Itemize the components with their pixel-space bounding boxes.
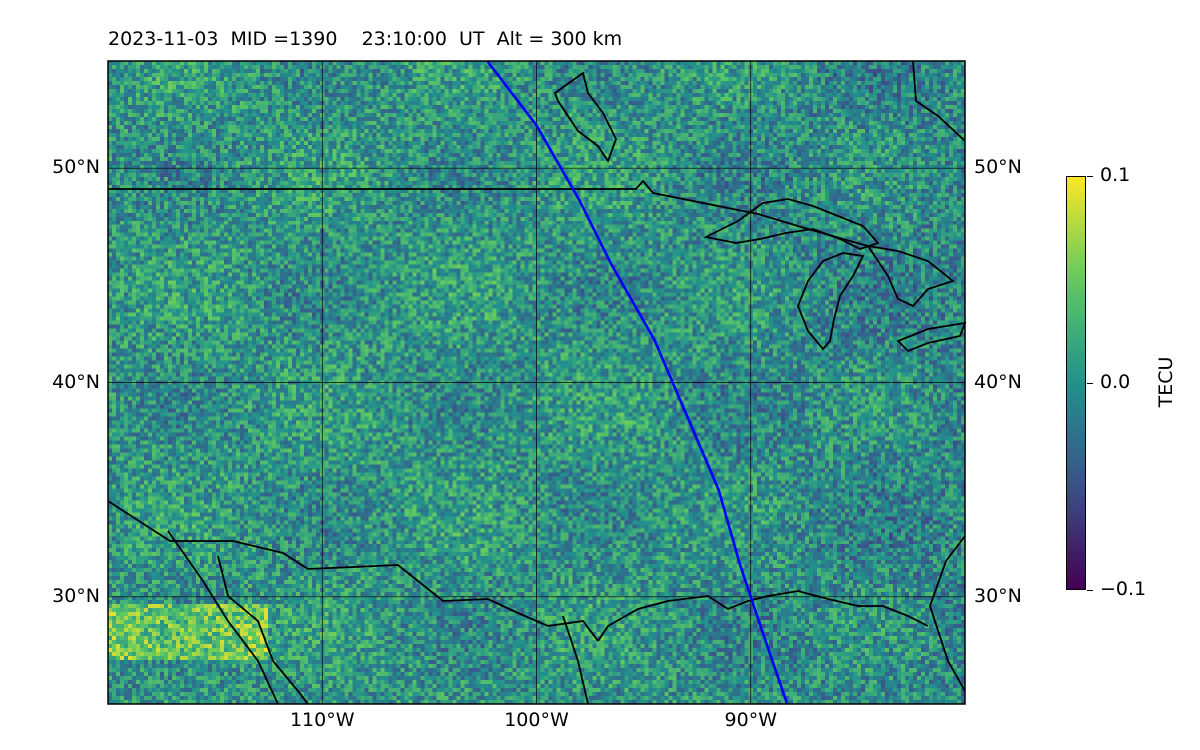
lat-label-left: 30°N	[52, 584, 100, 607]
lon-label: 90°W	[724, 709, 777, 731]
lat-label-left: 50°N	[52, 156, 100, 179]
lake-winnipeg-outline	[553, 71, 617, 163]
map-title: 2023-11-03 MID =1390 23:10:00 UT Alt = 3…	[108, 28, 623, 50]
lake-erie-outline	[896, 321, 967, 353]
colorbar-tick-label: 0.1	[1100, 164, 1131, 186]
lake-michigan-outline	[797, 252, 865, 351]
coastlines	[107, 60, 967, 705]
map-overlay	[107, 60, 967, 705]
lake-huron-outline	[866, 244, 955, 308]
lake-superior-outline	[703, 198, 880, 250]
colorbar-tick	[1087, 383, 1093, 384]
lon-label: 110°W	[289, 709, 355, 731]
us-mexico-border	[107, 500, 599, 642]
gulf-california	[167, 530, 279, 705]
colorbar-tick-label: −0.1	[1100, 578, 1147, 600]
map-panel	[107, 60, 967, 705]
gulf-coast	[597, 590, 929, 642]
lat-label-left: 40°N	[52, 370, 100, 393]
us-canada-border	[108, 179, 869, 247]
colorbar-tick-label: 0.0	[1100, 371, 1131, 393]
baja-outline	[217, 555, 309, 705]
eastern-coast	[929, 535, 966, 692]
colorbar-title: TECU	[1155, 356, 1177, 408]
mexico-interior-border	[562, 615, 589, 705]
lon-label: 100°W	[504, 709, 569, 731]
lat-label-right: 30°N	[974, 584, 1022, 607]
map-frame	[107, 60, 966, 705]
lat-label-right: 40°N	[974, 370, 1022, 393]
colorbar-tick	[1087, 176, 1093, 177]
satellite-track	[486, 60, 789, 705]
lat-label-right: 50°N	[974, 156, 1022, 179]
colorbar	[1066, 176, 1086, 590]
colorbar-tick	[1087, 590, 1093, 591]
gridlines	[108, 61, 965, 704]
hudson-bay-edge	[912, 60, 966, 142]
